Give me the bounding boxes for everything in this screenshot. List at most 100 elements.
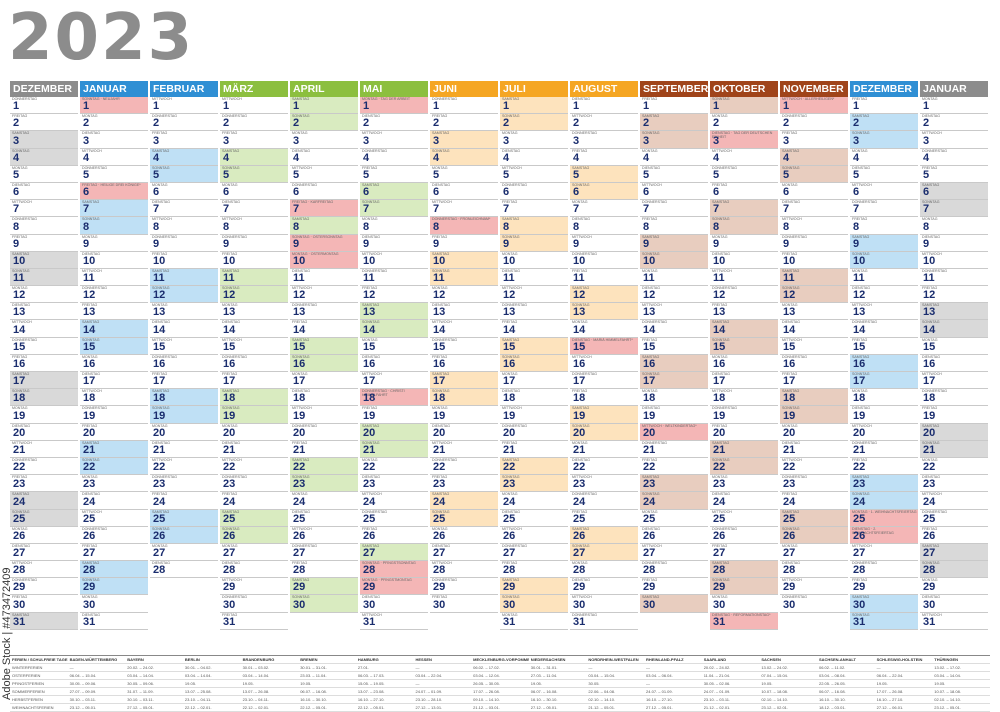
day-cell: DONNERSTAG 3 (570, 131, 638, 149)
weekday-label: SONNTAG (922, 561, 940, 566)
day-cell: MITTWOCH 25 (80, 510, 148, 527)
holidays-cell: 06.03. – 17.03. (357, 673, 385, 678)
weekday-label: DIENSTAG (782, 561, 801, 566)
weekday-label: MONTAG (502, 492, 518, 497)
day-number: 21 (363, 443, 376, 456)
weekday-label: DONNERSTAG (12, 217, 38, 222)
weekday-label: FREITAG · HEILIGE DREI KÖNIGE* (82, 182, 141, 187)
day-cell: MONTAG 2 (80, 114, 148, 132)
day-cell: DONNERSTAG 9 (780, 235, 848, 252)
day-cell: MITTWOCH 31 (920, 613, 988, 630)
day-cell: MONTAG 6 (150, 183, 218, 201)
day-cell: SAMSTAG 25 (220, 509, 288, 527)
day-number: 4 (713, 151, 720, 164)
day-cell: DIENSTAG 12 (640, 286, 708, 304)
day-number: 2 (13, 117, 20, 130)
day-number: 23 (573, 478, 586, 491)
weekday-label: SONNTAG (642, 372, 660, 376)
day-number: 14 (83, 323, 96, 336)
day-cell: DONNERSTAG 25 (360, 510, 428, 527)
day-cell: FREITAG 9 (430, 235, 498, 252)
day-number: 1 (153, 100, 160, 113)
day-cell: DIENSTAG 24 (80, 492, 148, 510)
day-cell: DONNERSTAG 22 (10, 458, 78, 476)
weekday-label: SAMSTAG (362, 182, 380, 187)
day-number: 23 (923, 478, 936, 491)
day-cell: DIENSTAG · MARIÄ HIMMELFAHRT* 15 (570, 337, 638, 355)
day-cell: MITTWOCH 5 (290, 166, 358, 183)
day-cell: FREITAG 2 (430, 114, 498, 132)
day-cell: DIENSTAG 2 (360, 114, 428, 132)
day-cell: SAMSTAG 17 (10, 372, 78, 390)
weekday-label: DONNERSTAG (922, 268, 948, 273)
weekday-label: DONNERSTAG (922, 509, 948, 514)
day-cell: DIENSTAG 20 (10, 424, 78, 441)
day-cell: DONNERSTAG 30 (220, 595, 288, 613)
day-number: 31 (13, 615, 26, 628)
day-number: 8 (13, 220, 20, 233)
weekday-label: SAMSTAG (222, 148, 240, 153)
day-cell: MITTWOCH 7 (430, 200, 498, 218)
weekday-label: SAMSTAG (642, 234, 660, 239)
day-number: 14 (293, 323, 306, 336)
day-cell: FREITAG 13 (80, 303, 148, 321)
day-number: 5 (83, 168, 90, 181)
day-cell: SONNTAG 18 (10, 389, 78, 407)
day-number: 16 (573, 358, 586, 370)
day-cell: SONNTAG 16 (500, 354, 568, 372)
weekday-label: DONNERSTAG (642, 320, 668, 325)
weekday-label: DIENSTAG (12, 423, 31, 428)
day-cell: DONNERSTAG 22 (430, 458, 498, 476)
day-cell: DIENSTAG 28 (220, 561, 288, 579)
day-cell: SONNTAG 22 (80, 457, 148, 476)
day-cell: MITTWOCH 27 (850, 544, 918, 562)
weekday-label: FREITAG (572, 389, 588, 394)
day-cell: MONTAG · OSTERMONTAG 10 (290, 251, 358, 269)
day-cell: FREITAG 29 (850, 578, 918, 596)
day-cell: DONNERSTAG 31 (570, 613, 638, 630)
weekday-label: SONNTAG (432, 509, 450, 514)
day-number: 6 (503, 186, 510, 199)
day-number: 29 (713, 581, 726, 594)
weekday-label: FREITAG (782, 251, 798, 256)
day-number: 11 (293, 272, 305, 285)
day-number: 18 (503, 392, 516, 405)
weekday-label: FREITAG (712, 543, 728, 548)
day-cell: SAMSTAG 22 (500, 457, 568, 476)
weekday-label: FREITAG (12, 354, 28, 359)
day-cell: SAMSTAG 9 (850, 234, 918, 252)
day-cell: SAMSTAG 11 (220, 268, 288, 287)
holidays-cell: 03.04. – 15.04. (588, 673, 616, 678)
day-number: 9 (853, 237, 860, 250)
day-number: 9 (573, 237, 580, 250)
holidays-cell: 07.04. – 15.04. (761, 673, 789, 678)
holidays-cell: — (415, 665, 420, 670)
day-cell: SONNTAG 5 (780, 165, 848, 183)
day-number: 7 (153, 203, 160, 216)
day-number: 8 (83, 220, 90, 233)
day-number: 16 (13, 358, 26, 370)
weekday-label: DIENSTAG (292, 268, 311, 273)
month-header: August (570, 81, 638, 97)
day-cell: MITTWOCH 20 (850, 424, 918, 441)
day-number: 2 (363, 117, 370, 130)
weekday-label: SONNTAG (12, 268, 30, 273)
day-number: 16 (363, 358, 376, 370)
day-cell: SAMSTAG 6 (920, 182, 988, 201)
day-cell: DONNERSTAG 27 (290, 544, 358, 562)
day-cell: SAMSTAG 3 (430, 131, 498, 149)
day-number: 15 (433, 340, 446, 353)
day-cell: MITTWOCH 25 (710, 510, 778, 527)
weekday-label: SAMSTAG (712, 440, 730, 445)
day-number: 24 (573, 495, 586, 508)
holidays-cell: 17.07. – 26.08. (473, 689, 500, 694)
weekday-label: DIENSTAG (152, 561, 171, 566)
day-number: 17 (853, 375, 866, 388)
day-number: 14 (643, 323, 656, 336)
holidays-cell: 27.07. – 09.09. (69, 689, 97, 694)
day-cell: MONTAG 15 (360, 338, 428, 355)
weekday-label: SAMSTAG (572, 286, 590, 291)
day-number: 27 (363, 547, 376, 560)
weekday-label: FREITAG (502, 561, 518, 566)
weekday-label: FREITAG (292, 320, 308, 325)
